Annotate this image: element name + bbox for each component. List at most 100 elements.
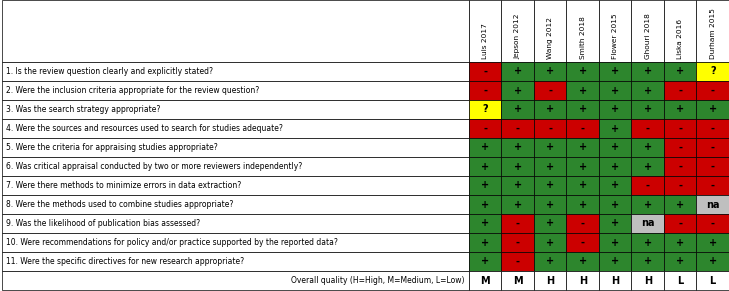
Bar [469,62,502,81]
Text: Wang 2012: Wang 2012 [547,17,553,59]
Bar [631,214,664,233]
Bar [566,138,599,157]
Bar [664,62,696,81]
Bar [2,233,469,252]
Bar [664,157,696,176]
Bar [2,119,469,138]
Text: +: + [579,67,587,77]
Text: -: - [711,143,714,152]
Bar [566,157,599,176]
Text: -: - [678,219,682,228]
Bar [469,233,502,252]
Text: M: M [480,276,490,285]
Text: Durham 2015: Durham 2015 [710,8,716,59]
Bar [566,119,599,138]
Bar [469,157,502,176]
Bar [599,0,631,62]
Bar [599,138,631,157]
Bar [664,119,696,138]
Text: +: + [579,200,587,210]
Text: +: + [579,104,587,114]
Bar [599,214,631,233]
Bar [599,157,631,176]
Bar [599,176,631,195]
Bar [696,176,729,195]
Text: -: - [711,123,714,134]
Text: Ghouri 2018: Ghouri 2018 [644,13,651,59]
Text: +: + [611,237,620,248]
Bar [566,252,599,271]
Bar [534,62,566,81]
Text: -: - [581,237,585,248]
Bar [502,271,534,290]
Text: +: + [546,237,554,248]
Bar [566,195,599,214]
Text: +: + [579,256,587,267]
Text: +: + [514,86,522,95]
Bar [696,271,729,290]
Text: -: - [548,86,553,95]
Bar [631,81,664,100]
Text: +: + [546,162,554,171]
Text: H: H [546,276,554,285]
Bar [534,138,566,157]
Text: +: + [514,200,522,210]
Bar [502,62,534,81]
Text: -: - [678,180,682,191]
Bar [469,214,502,233]
Text: 9. Was the likelihood of publication bias assessed?: 9. Was the likelihood of publication bia… [6,219,200,228]
Text: na: na [706,200,720,210]
Bar [502,81,534,100]
Text: +: + [481,143,489,152]
Text: +: + [677,237,685,248]
Bar [2,252,469,271]
Bar [631,233,664,252]
Text: +: + [579,86,587,95]
Bar [599,119,631,138]
Text: -: - [678,123,682,134]
Bar [2,81,469,100]
Bar [664,195,696,214]
Bar [469,100,502,119]
Bar [534,252,566,271]
Bar [566,233,599,252]
Text: 7. Were there methods to minimize errors in data extraction?: 7. Were there methods to minimize errors… [6,181,241,190]
Text: +: + [709,104,717,114]
Text: Smith 2018: Smith 2018 [580,16,585,59]
Bar [631,119,664,138]
Text: +: + [481,180,489,191]
Bar [696,157,729,176]
Bar [664,214,696,233]
Bar [502,195,534,214]
Text: -: - [581,123,585,134]
Bar [534,271,566,290]
Bar [599,100,631,119]
Text: +: + [481,219,489,228]
Bar [566,271,599,290]
Text: +: + [677,104,685,114]
Text: +: + [481,256,489,267]
Bar [469,81,502,100]
Bar [696,100,729,119]
Text: +: + [611,123,620,134]
Bar [534,214,566,233]
Bar [502,214,534,233]
Text: +: + [677,67,685,77]
Text: -: - [646,180,650,191]
Bar [599,195,631,214]
Text: -: - [515,219,520,228]
Bar [696,214,729,233]
Text: +: + [546,256,554,267]
Text: -: - [483,86,487,95]
Text: +: + [644,86,652,95]
Text: +: + [514,67,522,77]
Text: na: na [641,219,655,228]
Bar [469,119,502,138]
Text: +: + [677,256,685,267]
Text: Overall quality (H=High, M=Medium, L=Low): Overall quality (H=High, M=Medium, L=Low… [292,276,465,285]
Bar [534,233,566,252]
Text: +: + [611,104,620,114]
Bar [566,62,599,81]
Text: +: + [611,143,620,152]
Bar [599,233,631,252]
